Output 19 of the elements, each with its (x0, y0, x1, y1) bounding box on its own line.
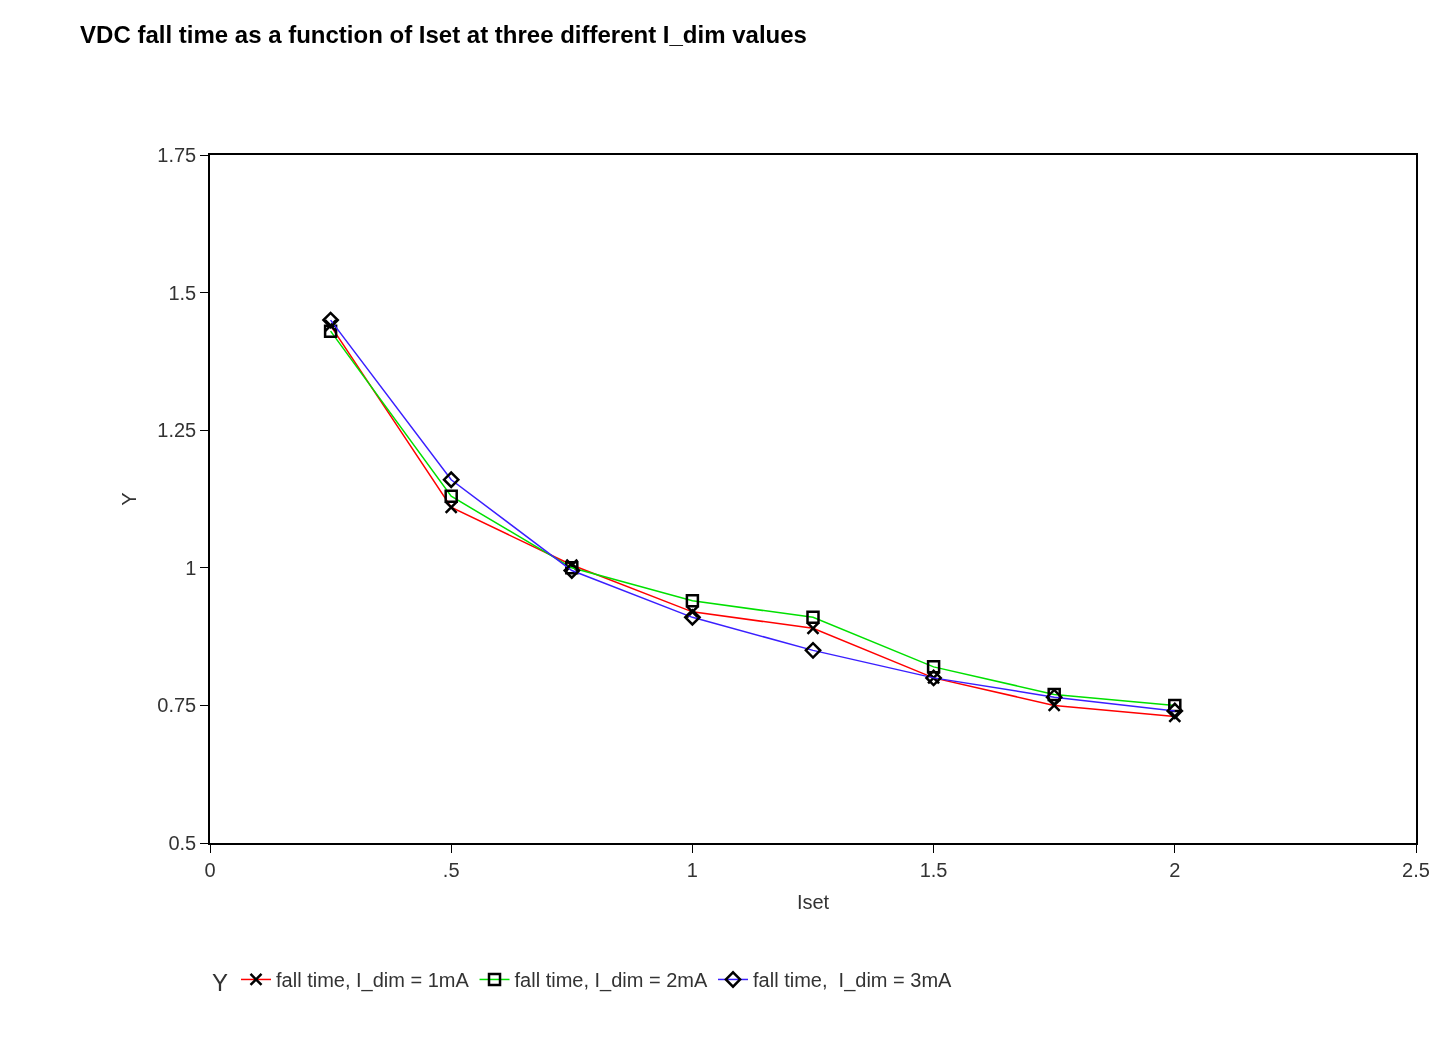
y-tick-label: 1.25 (157, 419, 197, 442)
x-tick-label: 0 (204, 858, 216, 881)
y-tick-label: 1 (185, 556, 197, 579)
x-tick-label: .5 (442, 858, 460, 881)
x-tick-label: 1 (686, 858, 698, 881)
x-tick-label: 2.5 (1402, 858, 1430, 881)
legend-title: Y (212, 969, 229, 997)
y-tick-label: 0.5 (168, 832, 197, 854)
legend-label: fall time, I_dim = 3mA (753, 969, 953, 993)
y-axis-title: Y (118, 492, 141, 506)
y-tick-label: 0.75 (157, 694, 197, 717)
x-tick-label: 1.5 (919, 858, 948, 881)
x-tick-label: 2 (1169, 858, 1181, 881)
x-axis-title: Iset (796, 890, 830, 913)
chart-title: VDC fall time as a function of Iset at three different I_dim values (80, 21, 807, 49)
legend-label: fall time, I_dim = 1mA (276, 969, 470, 993)
legend-label: fall time, I_dim = 2mA (514, 969, 709, 993)
y-tick-label: 1.5 (168, 281, 197, 304)
y-tick-label: 1.75 (157, 144, 197, 166)
